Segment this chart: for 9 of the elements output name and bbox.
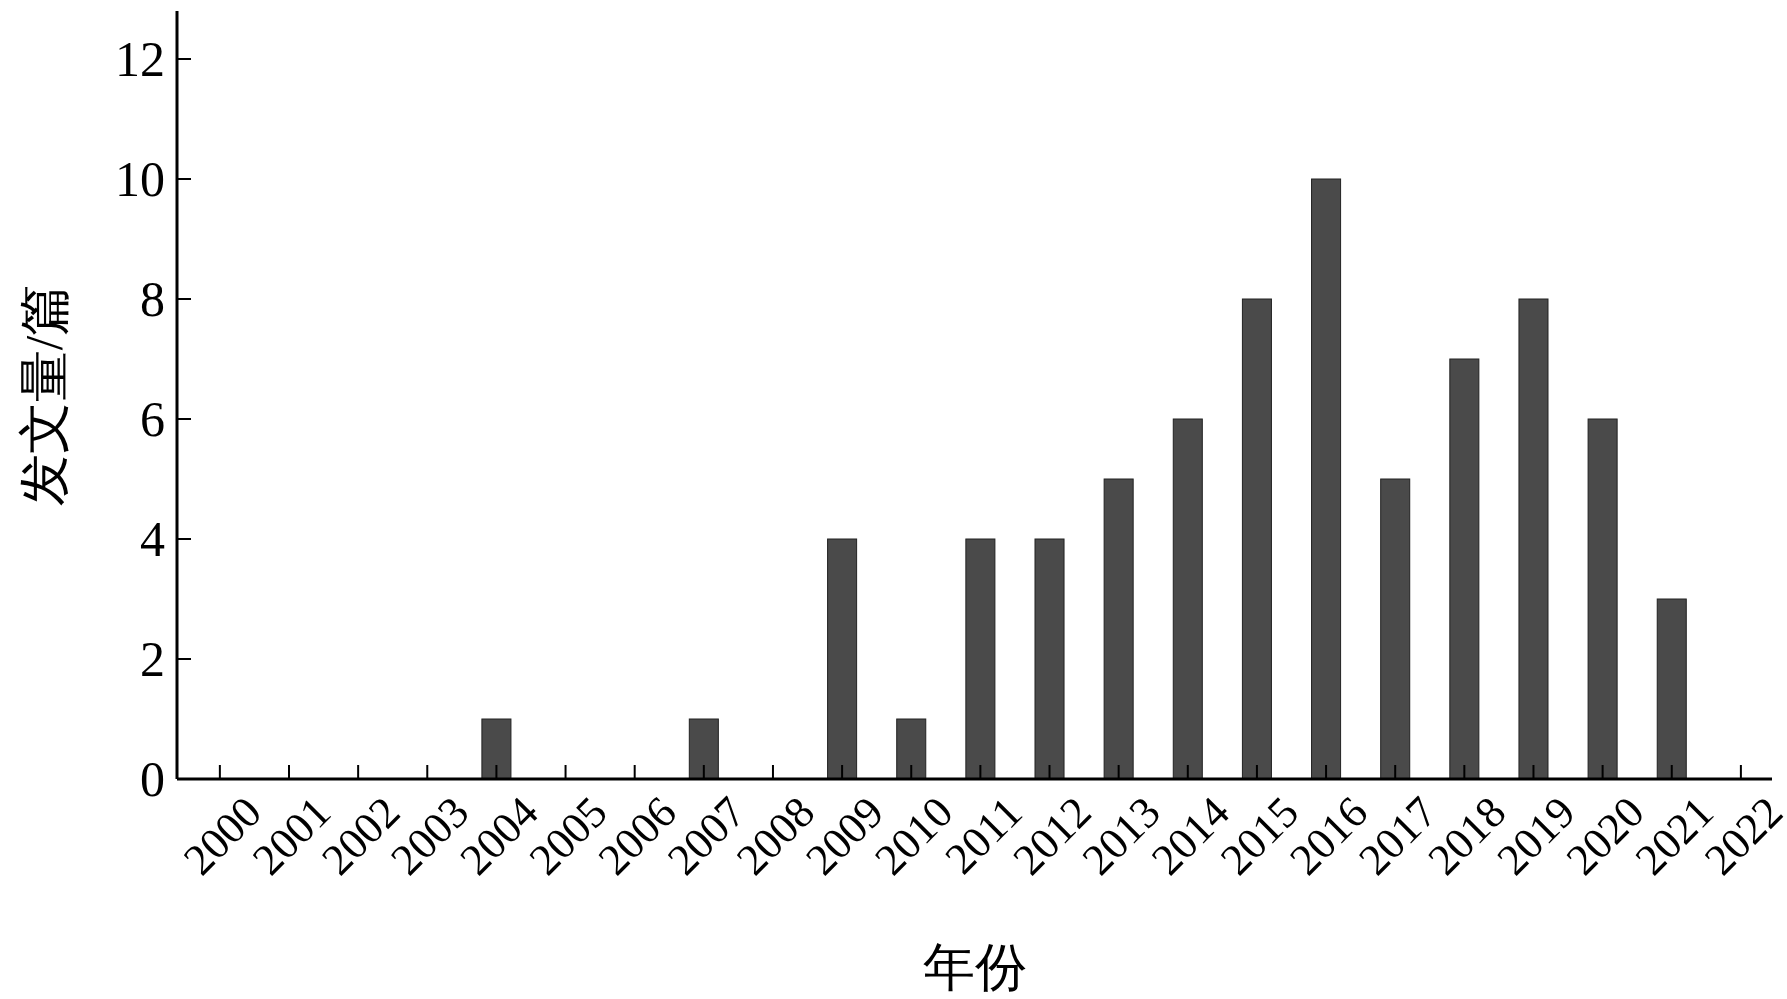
x-axis-title: 年份 (922, 939, 1027, 996)
y-tick-label: 8 (140, 271, 165, 327)
y-tick-label: 4 (140, 511, 165, 567)
y-tick-label: 0 (140, 751, 165, 807)
y-tick-label: 6 (140, 391, 165, 447)
y-axis-title: 发文量/篇 (16, 283, 73, 507)
y-tick-label: 2 (140, 631, 165, 687)
y-tick-label: 10 (115, 151, 165, 207)
y-tick-label: 12 (115, 31, 165, 87)
